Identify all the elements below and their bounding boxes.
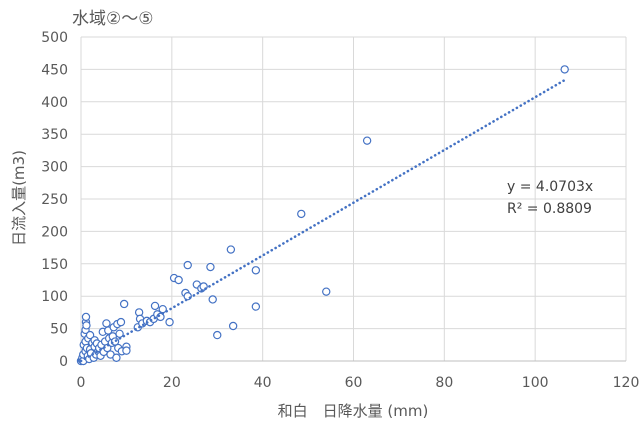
y-tick-label: 450 [41,62,68,78]
x-tick-label: 20 [163,375,181,391]
data-point [183,260,192,270]
y-tick-label: 400 [41,95,68,111]
data-point [226,245,236,254]
y-tick-label: 150 [41,257,68,273]
axes [80,37,626,362]
x-tick-label: 100 [522,375,549,391]
y-axis-label: 日流入量(m3) [10,150,28,246]
y-tick-label: 0 [59,354,68,370]
x-tick-label: 120 [613,375,639,391]
data-point [206,262,215,272]
data-point [85,330,95,340]
data-point [213,330,222,340]
y-tick-label: 500 [41,30,68,46]
data-point [81,312,91,322]
x-tick-label: 0 [77,375,86,391]
trendline-group [79,78,566,363]
data-point [112,353,121,362]
x-tick-label: 80 [435,375,453,391]
y-tick-label: 300 [41,160,68,176]
data-point [158,304,167,314]
x-axis-label: 和白 日降水量 (mm) [278,402,429,420]
data-point [362,136,372,145]
gridlines [81,36,627,361]
data-point [322,287,331,296]
data-point [116,317,126,327]
tick-labels: 0 20 40 60 80 100 120 0 50 100 150 200 250 300 350 400 4… [41,30,639,391]
y-tick-label: 50 [50,322,68,338]
data-point [251,266,261,275]
data-point [228,321,238,331]
data-point [150,301,160,311]
data-point [82,321,91,330]
y-tick-label: 350 [41,127,68,143]
x-tick-label: 60 [345,375,363,391]
data-point [119,299,129,309]
chart-title: 水域②～⑤ [72,9,153,29]
trendline [79,78,566,363]
data-point [165,317,174,327]
trendline-equation: y = 4.0703x [507,179,593,195]
data-point [251,302,261,311]
data-point [174,275,183,285]
y-tick-label: 100 [41,289,68,305]
trendline-r2: R² = 0.8809 [507,201,592,217]
data-point [115,329,124,338]
data-point [560,65,569,74]
data-point [102,319,111,328]
x-tick-label: 40 [254,375,272,391]
data-point [208,295,217,304]
data-point [122,346,131,355]
data-point [297,209,306,219]
y-tick-label: 250 [41,192,68,208]
y-tick-label: 200 [41,224,68,240]
